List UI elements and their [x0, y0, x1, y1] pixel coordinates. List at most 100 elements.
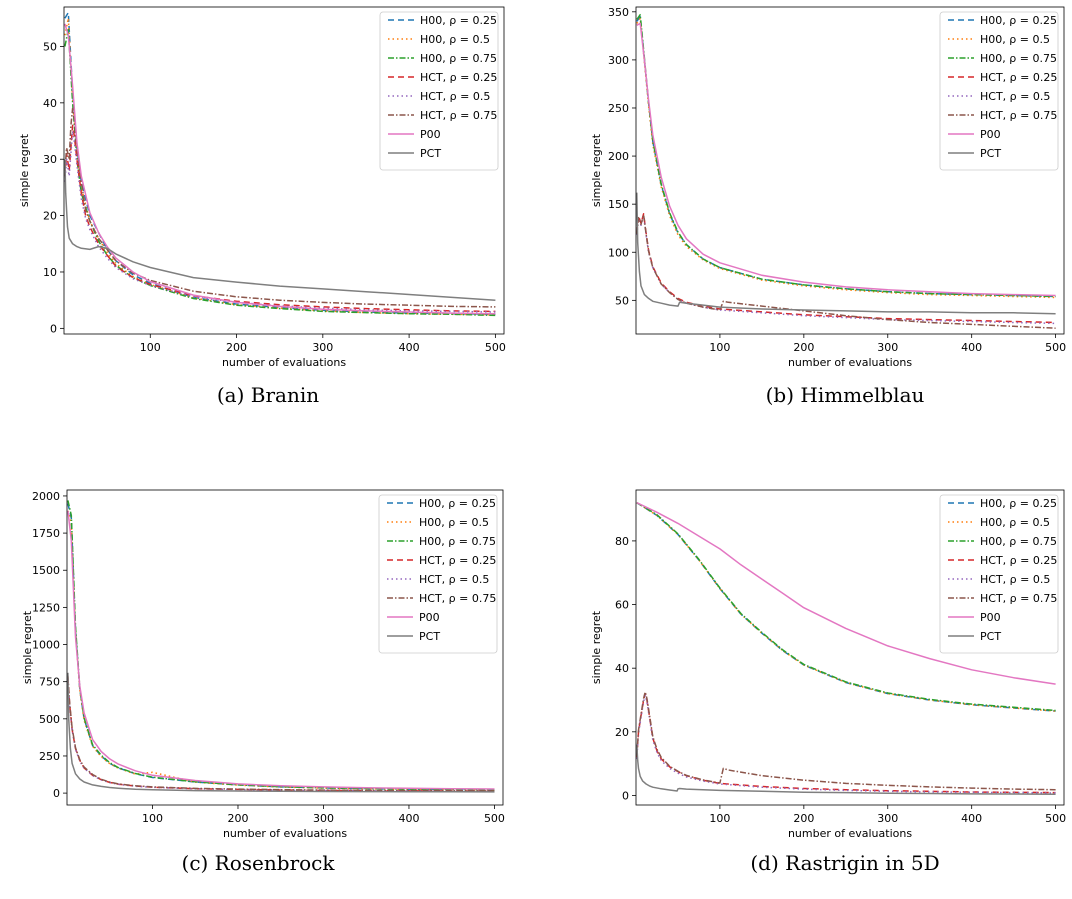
y-tick-label: 350 [608, 6, 629, 19]
caption: (d) Rastrigin in 5D [750, 851, 939, 875]
y-tick-label: 1750 [32, 527, 60, 540]
x-axis-label: number of evaluations [788, 827, 912, 840]
x-axis-label: number of evaluations [222, 356, 346, 369]
axes-frame [66, 489, 504, 806]
x-tick-label: 200 [227, 812, 248, 825]
series-line-hct-rho-0-75 [636, 213, 1056, 329]
legend-box [378, 494, 498, 654]
legend-label: P00 [420, 128, 441, 141]
legend-label: PCT [980, 147, 1001, 160]
y-axis-label: simple regret [21, 610, 34, 684]
series-line-p00 [67, 510, 495, 790]
legend-label: HCT, ρ = 0.75 [419, 592, 496, 605]
axes-frame [63, 6, 505, 335]
legend-label: H00, ρ = 0.5 [980, 33, 1050, 46]
legend-label: PCT [420, 147, 441, 160]
y-tick-label: 30 [43, 153, 57, 166]
series-line-hct-rho-0-5 [636, 694, 1056, 794]
legend-label: H00, ρ = 0.5 [420, 33, 490, 46]
legend-label: HCT, ρ = 0.5 [420, 90, 490, 103]
x-tick-label: 300 [877, 341, 898, 354]
x-tick-label: 300 [877, 812, 898, 825]
y-tick-label: 0 [53, 787, 60, 800]
x-tick-label: 300 [313, 812, 334, 825]
legend: H00, ρ = 0.25 H00, ρ = 0.5 H00, ρ = 0.75 HC… [939, 11, 1059, 171]
x-tick-label: 200 [793, 812, 814, 825]
axes-frame [635, 489, 1065, 806]
x-tick-label: 500 [484, 812, 505, 825]
legend-label: H00, ρ = 0.25 [419, 497, 496, 510]
y-tick-label: 300 [608, 54, 629, 67]
panel-rosenbrock: (c) Rosenbrock 100 200 300 400 500 0 250 500 750… [21, 489, 505, 875]
x-axis-label: number of evaluations [788, 356, 912, 369]
series-line-hct-rho-0-5 [64, 130, 496, 313]
y-tick-label: 40 [43, 97, 57, 110]
series-line-hct-rho-0-75 [64, 107, 496, 308]
caption: (c) Rosenbrock [182, 851, 336, 875]
y-tick-label: 250 [39, 750, 60, 763]
legend-label: PCT [980, 630, 1001, 643]
legend-label: HCT, ρ = 0.5 [980, 573, 1050, 586]
series-lines [64, 11, 496, 317]
series-line-h00-rho-0-5 [64, 17, 496, 316]
legend-box [379, 11, 499, 171]
x-tick-label: 500 [485, 341, 506, 354]
panel-himmelblau: (b) Himmelblau 100 200 300 400 500 50 100 150 20… [590, 6, 1066, 407]
y-axis-label: simple regret [590, 610, 603, 684]
legend-label: HCT, ρ = 0.75 [980, 109, 1057, 122]
caption: (b) Himmelblau [766, 383, 925, 407]
y-tick-label: 1000 [32, 639, 60, 652]
series-line-h00-rho-0-75 [636, 502, 1056, 712]
series-line-pct [64, 159, 496, 301]
legend-label: HCT, ρ = 0.5 [419, 573, 489, 586]
axes-frame [635, 6, 1065, 335]
legend-label: H00, ρ = 0.5 [419, 516, 489, 529]
y-tick-label: 50 [615, 294, 629, 307]
x-tick-label: 400 [399, 341, 420, 354]
legend-label: H00, ρ = 0.25 [420, 14, 497, 27]
legend: H00, ρ = 0.25 H00, ρ = 0.5 H00, ρ = 0.75 HC… [378, 494, 498, 654]
y-tick-label: 1500 [32, 564, 60, 577]
legend-label: H00, ρ = 0.5 [980, 516, 1050, 529]
x-tick-label: 200 [793, 341, 814, 354]
panel-rastrigin-5d: (d) Rastrigin in 5D 100 200 300 400 500 0 20 40… [590, 489, 1066, 875]
legend-label: H00, ρ = 0.75 [980, 535, 1057, 548]
legend-label: HCT, ρ = 0.5 [980, 90, 1050, 103]
y-tick-label: 1250 [32, 601, 60, 614]
legend-label: P00 [980, 611, 1001, 624]
y-tick-label: 2000 [32, 490, 60, 503]
series-line-p00 [636, 22, 1056, 297]
y-tick-label: 20 [43, 210, 57, 223]
y-tick-label: 20 [615, 726, 629, 739]
x-tick-label: 400 [961, 812, 982, 825]
x-tick-label: 500 [1045, 812, 1066, 825]
y-tick-label: 250 [608, 102, 629, 115]
series-line-hct-rho-0-25 [636, 692, 1056, 794]
panel-branin: (a) Branin 100 200 300 400 500 0 10 20 30 40 50 num… [18, 6, 506, 407]
series-line-hct-rho-0-5 [67, 678, 495, 793]
y-axis-label: simple regret [590, 133, 603, 207]
series-line-hct-rho-0-5 [636, 214, 1056, 325]
y-tick-label: 0 [50, 322, 57, 335]
series-line-hct-rho-0-25 [64, 124, 496, 313]
legend-label: HCT, ρ = 0.25 [980, 554, 1057, 567]
series-line-hct-rho-0-75 [636, 691, 1056, 791]
legend-label: H00, ρ = 0.75 [420, 52, 497, 65]
y-tick-label: 50 [43, 40, 57, 53]
x-tick-label: 100 [140, 341, 161, 354]
legend-label: P00 [980, 128, 1001, 141]
legend-box [939, 494, 1059, 654]
series-line-hct-rho-0-25 [67, 677, 495, 792]
legend-box [939, 11, 1059, 171]
x-tick-label: 100 [709, 341, 730, 354]
legend-label: H00, ρ = 0.25 [980, 14, 1057, 27]
y-tick-label: 10 [43, 266, 57, 279]
legend-label: HCT, ρ = 0.25 [419, 554, 496, 567]
series-lines [636, 13, 1056, 329]
x-tick-label: 400 [961, 341, 982, 354]
x-tick-label: 100 [709, 812, 730, 825]
legend-label: H00, ρ = 0.75 [980, 52, 1057, 65]
series-line-hct-rho-0-75 [67, 675, 495, 792]
x-tick-label: 300 [312, 341, 333, 354]
legend-label: P00 [419, 611, 440, 624]
